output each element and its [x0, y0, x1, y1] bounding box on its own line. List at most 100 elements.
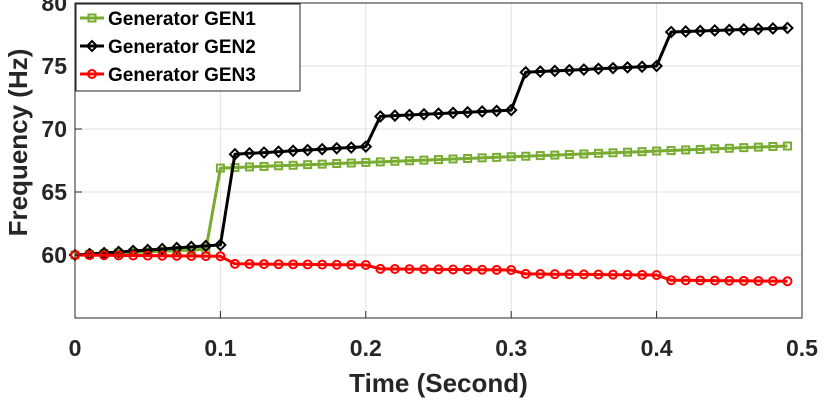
data-point-gen3 — [535, 269, 546, 280]
series-gen3 — [70, 250, 793, 287]
data-point-gen1 — [375, 157, 385, 167]
data-point-gen3 — [462, 264, 473, 275]
data-point-gen2 — [781, 21, 794, 35]
data-point-gen1 — [463, 153, 473, 163]
data-point-gen2 — [359, 140, 373, 154]
data-point-gen3 — [171, 250, 182, 261]
data-point-gen3 — [229, 258, 240, 269]
data-point-gen1 — [492, 152, 502, 162]
data-point-gen2 — [504, 103, 518, 117]
ticks: 0 0.1 0.2 0.3 0.4 0.5 60 65 70 75 80 — [41, 0, 818, 361]
data-point-gen2 — [490, 104, 504, 118]
legend-marker-gen1 — [87, 13, 97, 23]
x-tick-label: 0.3 — [495, 335, 527, 361]
data-point-gen1 — [390, 156, 400, 166]
legend-entry-gen1: Generator GEN1 — [80, 9, 256, 30]
data-point-gen2 — [708, 24, 722, 37]
data-point-gen2 — [577, 63, 591, 76]
series-gen2 — [68, 21, 794, 262]
y-tick-label: 60 — [41, 242, 67, 268]
data-point-gen2 — [664, 25, 678, 39]
x-axis-label: Time (Second) — [349, 368, 528, 398]
data-point-gen2 — [155, 242, 169, 256]
series-line-gen1 — [74, 144, 788, 257]
data-point-gen1 — [506, 152, 516, 162]
data-point-gen2 — [97, 246, 111, 260]
data-point-gen1 — [724, 143, 734, 153]
data-point-gen3 — [273, 259, 284, 270]
data-point-gen3 — [666, 275, 677, 286]
data-point-gen1 — [521, 151, 531, 161]
data-point-gen1 — [288, 160, 298, 170]
data-point-gen3 — [331, 259, 342, 270]
data-point-gen1 — [637, 147, 647, 157]
data-point-gen1 — [695, 144, 705, 154]
data-point-gen3 — [448, 264, 459, 275]
data-point-gen2 — [301, 143, 315, 157]
data-point-gen2 — [257, 146, 271, 159]
data-point-gen1 — [739, 143, 749, 153]
data-point-gen1 — [448, 154, 458, 164]
data-point-gen3 — [680, 275, 691, 286]
data-point-gen2 — [243, 146, 256, 160]
data-point-gen2 — [519, 65, 533, 79]
legend-box — [75, 3, 301, 92]
data-point-gen1 — [215, 163, 225, 173]
data-point-gen3 — [753, 275, 764, 286]
data-point-gen2 — [650, 59, 664, 73]
data-point-gen1 — [593, 148, 603, 158]
data-point-gen1 — [782, 141, 792, 151]
series-layer — [68, 21, 794, 287]
data-point-gen3 — [128, 250, 139, 261]
data-point-gen3 — [375, 263, 386, 274]
plot-frame — [74, 2, 803, 319]
data-point-gen1 — [535, 151, 545, 161]
data-point-gen3 — [186, 251, 197, 262]
data-point-gen3 — [738, 275, 749, 286]
data-point-gen3 — [142, 250, 153, 261]
data-point-gen3 — [637, 269, 648, 280]
x-tick-label: 0.4 — [641, 335, 673, 361]
data-point-gen3 — [564, 269, 575, 280]
data-point-gen3 — [259, 259, 270, 270]
data-point-gen3 — [317, 259, 328, 270]
data-point-gen1 — [623, 147, 633, 157]
data-point-gen3 — [724, 275, 735, 286]
data-point-gen1 — [404, 156, 414, 166]
data-point-gen1 — [710, 144, 720, 154]
data-point-gen2 — [693, 24, 707, 38]
data-point-gen2 — [751, 22, 765, 36]
data-point-gen1 — [434, 155, 443, 165]
data-point-gen2 — [621, 60, 634, 74]
y-tick-label: 80 — [41, 0, 67, 16]
data-point-gen3 — [477, 264, 488, 275]
data-point-gen1 — [419, 155, 429, 165]
data-point-gen3 — [593, 269, 604, 280]
legend-marker-gen2 — [85, 39, 99, 53]
data-point-gen2 — [272, 145, 285, 159]
data-point-gen3 — [302, 259, 313, 270]
data-point-gen2 — [388, 109, 402, 123]
data-point-gen3 — [607, 269, 618, 280]
data-point-gen1 — [666, 146, 676, 156]
data-point-gen3 — [549, 269, 560, 280]
legend-marker-gen3 — [87, 69, 97, 79]
data-point-gen2 — [461, 105, 474, 119]
data-point-gen3 — [695, 275, 706, 286]
data-point-gen3 — [113, 250, 124, 261]
data-point-gen3 — [346, 259, 357, 270]
series-line-gen2 — [74, 26, 788, 257]
data-point-gen3 — [767, 276, 778, 287]
data-point-gen2 — [315, 142, 329, 156]
data-point-gen2 — [592, 62, 605, 76]
data-point-gen2 — [228, 147, 242, 161]
data-point-gen2 — [112, 245, 126, 259]
data-point-gen1 — [608, 148, 618, 158]
data-point-gen2 — [606, 61, 620, 75]
data-point-gen1 — [274, 161, 284, 171]
data-point-gen1 — [652, 146, 662, 156]
legend-entry-gen2: Generator GEN2 — [80, 37, 256, 58]
data-point-gen3 — [782, 276, 793, 287]
data-point-gen1 — [244, 162, 254, 172]
data-point-gen3 — [709, 275, 720, 286]
